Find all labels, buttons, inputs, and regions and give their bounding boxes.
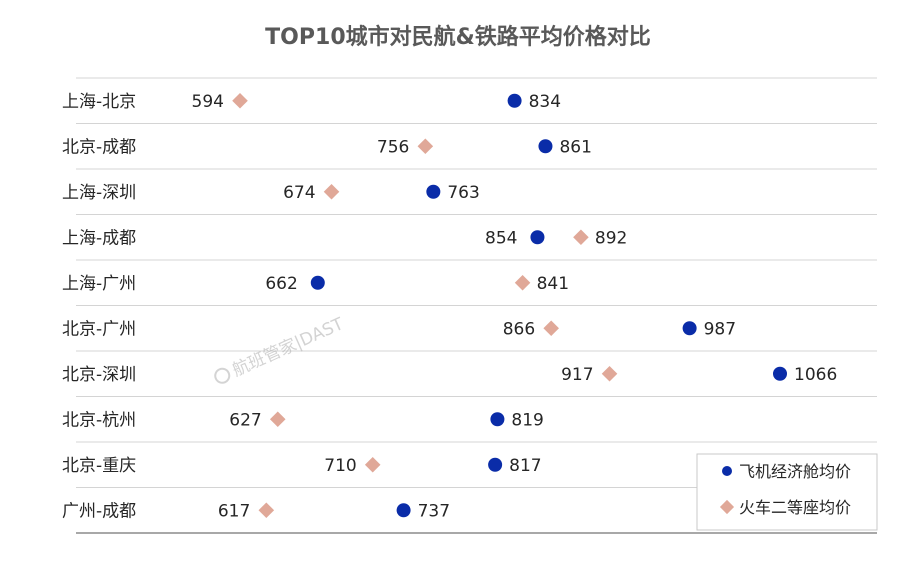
train-price-marker bbox=[543, 320, 559, 337]
legend-diamond-icon bbox=[719, 499, 735, 515]
category-label: 北京-杭州 bbox=[62, 410, 136, 430]
category-label: 北京-成都 bbox=[62, 137, 136, 157]
chart-title: TOP10城市对民航&铁路平均价格对比 bbox=[265, 24, 651, 50]
train-price-marker bbox=[323, 183, 340, 200]
category-label: 北京-广州 bbox=[62, 319, 136, 339]
category-label: 上海-北京 bbox=[62, 92, 136, 112]
train-price-marker bbox=[573, 229, 589, 246]
flight-price-marker bbox=[682, 321, 697, 336]
train-price-label: 841 bbox=[537, 274, 569, 294]
chart-row: 广州-成都 617 737 bbox=[62, 501, 450, 521]
train-price-label: 627 bbox=[229, 410, 261, 430]
flight-price-label: 763 bbox=[447, 183, 479, 203]
legend: 飞机经济舱均价 火车二等座均价 bbox=[696, 453, 878, 531]
flight-price-marker bbox=[310, 275, 325, 290]
watermark-text: 航班管家|DAST bbox=[230, 314, 348, 381]
legend-label-flight: 飞机经济舱均价 bbox=[739, 462, 851, 481]
chart-row: 上海-广州 662 841 bbox=[62, 274, 569, 294]
flight-price-marker bbox=[538, 139, 553, 154]
train-price-label: 866 bbox=[503, 319, 535, 339]
flight-price-label: 834 bbox=[529, 92, 561, 112]
category-label: 北京-重庆 bbox=[62, 456, 136, 476]
legend-label-train: 火车二等座均价 bbox=[739, 498, 851, 517]
flight-price-marker bbox=[396, 503, 411, 518]
train-price-marker bbox=[601, 365, 618, 382]
category-label: 上海-成都 bbox=[62, 228, 136, 248]
train-price-label: 756 bbox=[377, 137, 409, 157]
airline-logo-icon bbox=[214, 367, 231, 384]
flight-price-label: 987 bbox=[704, 319, 736, 339]
chart-row: 北京-广州 866 987 bbox=[62, 319, 736, 339]
chart-rows: 上海-北京 594 834 北京-成都 756 861 上海-深圳 674 763 上海-成都 85… bbox=[62, 92, 837, 522]
train-price-label: 594 bbox=[192, 92, 224, 112]
legend-circle-icon bbox=[722, 466, 732, 476]
train-price-marker bbox=[232, 92, 248, 109]
train-price-marker bbox=[258, 502, 275, 519]
chart-row: 上海-成都 854 892 bbox=[62, 228, 627, 248]
category-label: 北京-深圳 bbox=[62, 365, 136, 385]
flight-price-label: 737 bbox=[418, 501, 450, 521]
train-price-label: 710 bbox=[324, 456, 356, 476]
train-price-label: 674 bbox=[283, 183, 315, 203]
category-label: 上海-广州 bbox=[62, 274, 136, 294]
train-price-label: 892 bbox=[595, 228, 627, 248]
flight-price-marker bbox=[773, 366, 787, 381]
category-label: 上海-深圳 bbox=[62, 183, 136, 203]
flight-price-marker bbox=[530, 230, 545, 245]
chart-row: 北京-重庆 710 817 bbox=[62, 456, 542, 476]
flight-price-label: 861 bbox=[559, 137, 591, 157]
flight-price-marker bbox=[488, 457, 503, 472]
flight-price-label: 817 bbox=[509, 456, 541, 476]
train-price-marker bbox=[417, 138, 434, 155]
chart-row: 北京-成都 756 861 bbox=[62, 137, 592, 157]
flight-price-label: 1066 bbox=[794, 365, 837, 385]
train-price-label: 617 bbox=[218, 501, 250, 521]
train-price-marker bbox=[514, 274, 531, 291]
category-label: 广州-成都 bbox=[62, 501, 136, 521]
train-price-marker bbox=[269, 411, 286, 428]
flight-price-label: 662 bbox=[265, 274, 297, 294]
train-price-marker bbox=[364, 456, 381, 473]
train-price-label: 917 bbox=[561, 365, 593, 385]
flight-price-marker bbox=[507, 93, 522, 108]
chart-row: 上海-深圳 674 763 bbox=[62, 183, 480, 203]
flight-price-label: 854 bbox=[485, 228, 517, 248]
chart-row: 北京-深圳 917 1066 bbox=[62, 365, 837, 385]
chart-row: 北京-杭州 627 819 bbox=[62, 410, 544, 430]
flight-price-label: 819 bbox=[511, 410, 543, 430]
flight-price-marker bbox=[426, 184, 441, 199]
chart-row: 上海-北京 594 834 bbox=[62, 92, 561, 112]
flight-price-marker bbox=[490, 412, 505, 427]
